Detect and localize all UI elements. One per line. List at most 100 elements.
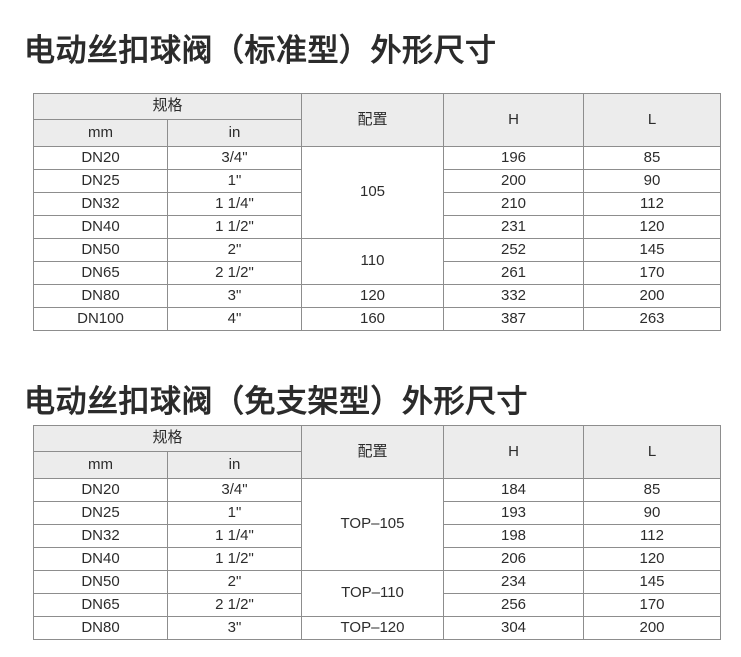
cell-h: 184 (443, 478, 584, 502)
cell-h: 196 (443, 146, 584, 170)
header-mm: mm (33, 451, 168, 479)
table-header-row-group: 规格 配置 H L (33, 425, 721, 479)
table-row: DN40 1 1/2" 231 120 (33, 215, 721, 239)
cell-config: 160 (301, 307, 444, 331)
cell-in: 1 1/4" (167, 192, 302, 216)
cell-mm: DN25 (33, 169, 168, 193)
cell-mm: DN32 (33, 192, 168, 216)
table-row: DN65 2 1/2" 256 170 (33, 593, 721, 617)
cell-l: 145 (583, 238, 721, 262)
table-row: DN80 3" 120 332 200 (33, 284, 721, 308)
cell-mm: DN65 (33, 593, 168, 617)
cell-l: 200 (583, 616, 721, 640)
table-row: DN50 2" 110 252 145 (33, 238, 721, 285)
cell-h: 332 (443, 284, 584, 308)
cell-l: 90 (583, 501, 721, 525)
table-row: DN20 3/4" 105 196 85 (33, 146, 721, 239)
page-title-bracketless-type: 电动丝扣球阀（免支架型）外形尺寸 (24, 383, 528, 419)
header-h: H (443, 425, 584, 479)
table-row: DN25 1" 200 90 (33, 169, 721, 193)
cell-config: TOP–120 (301, 616, 444, 640)
cell-h: 234 (443, 570, 584, 594)
cell-l: 112 (583, 524, 721, 548)
cell-mm: DN40 (33, 215, 168, 239)
table-row: DN65 2 1/2" 261 170 (33, 261, 721, 285)
cell-l: 120 (583, 547, 721, 571)
cell-in: 2 1/2" (167, 593, 302, 617)
table-row: DN80 3" TOP–120 304 200 (33, 616, 721, 640)
cell-mm: DN40 (33, 547, 168, 571)
cell-l: 145 (583, 570, 721, 594)
cell-in: 4" (167, 307, 302, 331)
cell-in: 3/4" (167, 146, 302, 170)
header-config: 配置 (301, 93, 444, 147)
cell-in: 2" (167, 238, 302, 262)
cell-mm: DN25 (33, 501, 168, 525)
cell-h: 231 (443, 215, 584, 239)
table-body: DN20 3/4" 105 196 85 DN25 1" 200 90 DN32 1 1/4" 210… (33, 146, 721, 331)
header-l: L (583, 425, 721, 479)
cell-mm: DN50 (33, 238, 168, 262)
cell-h: 200 (443, 169, 584, 193)
cell-h: 256 (443, 593, 584, 617)
cell-in: 3" (167, 284, 302, 308)
cell-l: 200 (583, 284, 721, 308)
header-config: 配置 (301, 425, 444, 479)
table-header-row-sub: mm in (33, 451, 721, 479)
cell-in: 3" (167, 616, 302, 640)
table-header-row-sub: mm in (33, 119, 721, 147)
cell-mm: DN20 (33, 146, 168, 170)
cell-config: TOP–105 (301, 478, 444, 571)
table-header-row-group: 规格 配置 H L (33, 93, 721, 147)
cell-mm: DN65 (33, 261, 168, 285)
cell-l: 263 (583, 307, 721, 331)
dimensions-table-bracketless-type: 规格 配置 H L mm in DN20 3/4" TOP–105 184 85 DN25… (33, 425, 721, 640)
cell-l: 120 (583, 215, 721, 239)
cell-h: 261 (443, 261, 584, 285)
table-row: DN32 1 1/4" 210 112 (33, 192, 721, 216)
cell-config: 105 (301, 146, 444, 239)
cell-l: 170 (583, 593, 721, 617)
cell-h: 304 (443, 616, 584, 640)
table-row: DN20 3/4" TOP–105 184 85 (33, 478, 721, 571)
cell-mm: DN20 (33, 478, 168, 502)
cell-in: 1 1/2" (167, 215, 302, 239)
header-l: L (583, 93, 721, 147)
cell-config: 110 (301, 238, 444, 285)
cell-config: TOP–110 (301, 570, 444, 617)
cell-in: 1 1/4" (167, 524, 302, 548)
cell-h: 252 (443, 238, 584, 262)
header-in: in (167, 119, 302, 147)
dimensions-table-standard-type: 规格 配置 H L mm in DN20 3/4" 105 196 85 DN25 1" 20… (33, 93, 721, 331)
cell-l: 90 (583, 169, 721, 193)
cell-mm: DN100 (33, 307, 168, 331)
cell-h: 210 (443, 192, 584, 216)
table-header: 规格 配置 H L mm in (33, 93, 721, 147)
cell-in: 1" (167, 169, 302, 193)
cell-config: 120 (301, 284, 444, 308)
page-title-standard-type: 电动丝扣球阀（标准型）外形尺寸 (24, 32, 497, 68)
cell-h: 206 (443, 547, 584, 571)
cell-h: 387 (443, 307, 584, 331)
table-body: DN20 3/4" TOP–105 184 85 DN25 1" 193 90 DN32 1 1/4… (33, 478, 721, 640)
cell-in: 3/4" (167, 478, 302, 502)
table-header: 规格 配置 H L mm in (33, 425, 721, 479)
cell-in: 2" (167, 570, 302, 594)
header-h: H (443, 93, 584, 147)
cell-in: 2 1/2" (167, 261, 302, 285)
cell-h: 193 (443, 501, 584, 525)
header-spec-group: 规格 (33, 93, 302, 120)
cell-in: 1 1/2" (167, 547, 302, 571)
cell-h: 198 (443, 524, 584, 548)
header-spec-group: 规格 (33, 425, 302, 452)
table-row: DN32 1 1/4" 198 112 (33, 524, 721, 548)
cell-in: 1" (167, 501, 302, 525)
cell-mm: DN80 (33, 284, 168, 308)
cell-l: 85 (583, 146, 721, 170)
cell-l: 85 (583, 478, 721, 502)
cell-l: 112 (583, 192, 721, 216)
table-row: DN100 4" 160 387 263 (33, 307, 721, 331)
table-row: DN50 2" TOP–110 234 145 (33, 570, 721, 617)
table-row: DN40 1 1/2" 206 120 (33, 547, 721, 571)
cell-mm: DN32 (33, 524, 168, 548)
